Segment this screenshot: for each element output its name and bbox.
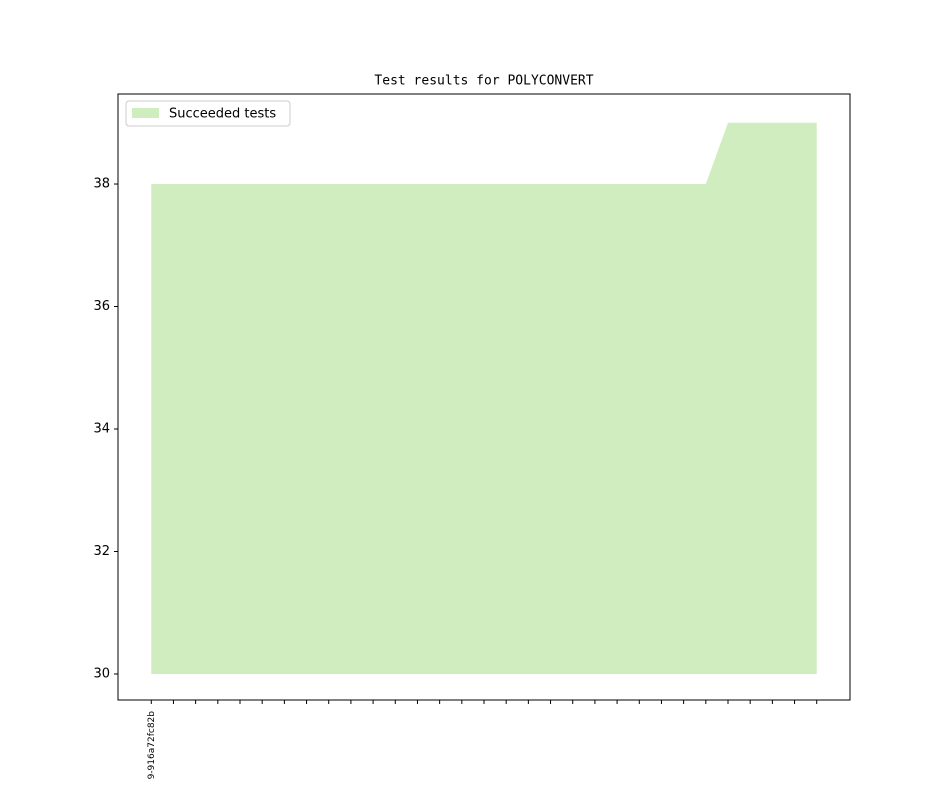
legend-label: Succeeded tests xyxy=(169,107,276,122)
y-tick-label: 34 xyxy=(93,421,110,436)
area xyxy=(151,122,817,674)
legend-frame xyxy=(125,100,291,127)
chart-title: Test results for POLYCONVERT xyxy=(374,74,593,89)
legend-swatch xyxy=(132,108,159,118)
y-tick-label: 32 xyxy=(93,544,110,559)
y-tick-label: 30 xyxy=(93,666,110,681)
y-tick-label: 36 xyxy=(93,299,110,314)
x-tick-label: 9-916a72fc82b xyxy=(147,711,157,780)
legend: Succeeded tests xyxy=(125,100,291,127)
y-tick-label: 38 xyxy=(93,177,110,192)
